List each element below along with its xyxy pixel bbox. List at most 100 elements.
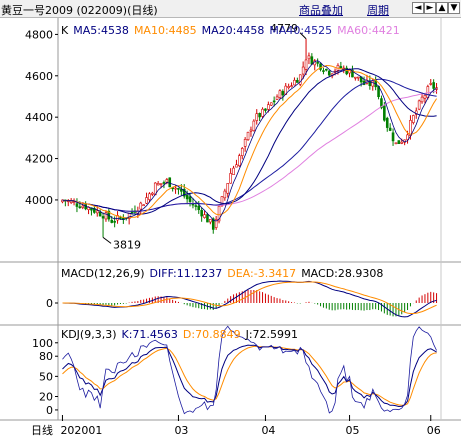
- kdj-d-line: [62, 345, 437, 406]
- candle-body: [110, 219, 114, 223]
- candle-body: [182, 188, 186, 197]
- candle-body: [371, 80, 375, 87]
- low-marker-line: [102, 236, 112, 244]
- candle-body: [235, 164, 238, 168]
- candle-body: [101, 216, 105, 219]
- candle-body: [287, 86, 290, 88]
- candle-body: [206, 214, 209, 223]
- candle-body: [246, 131, 250, 141]
- candle-body: [220, 196, 224, 207]
- candle-body: [159, 183, 163, 185]
- candle-body: [267, 104, 270, 110]
- candle-body: [409, 120, 412, 137]
- kdj-j-line: [62, 325, 437, 415]
- kdj-legend-3: J:72.5991: [245, 328, 298, 341]
- ma20-line: [62, 68, 437, 215]
- x-axis-title: 日线: [31, 423, 53, 437]
- stock-chart: 4800 4600 4400 4200 4000 4779 3819 K MA5:4538 MA1…: [0, 18, 461, 437]
- candle-body: [95, 210, 99, 214]
- arrow-right-icon[interactable]: ►: [424, 2, 436, 14]
- price-legend-ma60: MA60:4421: [337, 24, 400, 37]
- candle-body: [78, 206, 82, 209]
- candle-body: [278, 90, 282, 98]
- candle-body: [261, 108, 264, 117]
- candle-body: [426, 86, 430, 98]
- low-price-label: 3819: [113, 238, 141, 251]
- kdj-legend-0: KDJ(9,3,3): [61, 328, 117, 341]
- kdj-axis-label: 100: [32, 337, 53, 350]
- candle-body: [240, 148, 244, 156]
- arrow-up-icon[interactable]: ▲: [436, 2, 448, 14]
- candle-body: [301, 66, 305, 75]
- candle-body: [61, 199, 64, 203]
- candle-body: [269, 102, 273, 106]
- candle-body: [93, 208, 96, 213]
- candle-body: [188, 196, 192, 202]
- candle-body: [238, 155, 241, 167]
- candle-body: [145, 197, 148, 204]
- candle-body: [168, 177, 172, 188]
- kdj-axis-label: 50: [39, 370, 53, 383]
- date-label-03: 03: [174, 424, 188, 437]
- candle-body: [322, 70, 325, 72]
- macd-diff-line: [62, 280, 437, 318]
- candle-body: [397, 140, 401, 145]
- candle-body: [148, 193, 151, 200]
- candle-body: [104, 212, 108, 220]
- kdj-axis-label: 80: [39, 350, 53, 363]
- candle-body: [211, 218, 215, 230]
- candle-body: [232, 167, 235, 175]
- candle-body: [177, 188, 180, 190]
- candle-body: [203, 214, 206, 218]
- candle-body: [400, 141, 404, 144]
- candle-body: [165, 179, 169, 183]
- candle-body: [252, 120, 256, 131]
- candle-body: [394, 142, 398, 145]
- candle-body: [307, 55, 311, 60]
- candle-body: [325, 68, 328, 71]
- candle-body: [249, 129, 253, 132]
- candle-body: [380, 98, 383, 109]
- macd-axis-label: 0: [46, 297, 53, 310]
- period-link[interactable]: 周期: [367, 4, 389, 17]
- candle-body: [385, 117, 389, 128]
- price-legend-ma5: MA5:4538: [73, 24, 129, 37]
- candle-body: [354, 76, 357, 79]
- kdj-k-line: [62, 344, 437, 408]
- price-legend-ma10: MA10:4485: [134, 24, 197, 37]
- candle-body: [316, 62, 319, 64]
- candle-body: [272, 100, 276, 103]
- ma10-line: [62, 64, 438, 219]
- candle-body: [319, 63, 322, 70]
- candle-body: [194, 205, 198, 207]
- candle-body: [81, 205, 85, 208]
- candle-body: [412, 115, 415, 123]
- candle-body: [281, 91, 285, 96]
- chart-title: 黄豆一号2009 (022009)(日线): [1, 4, 158, 17]
- candle-body: [348, 69, 351, 74]
- candle-body: [423, 95, 427, 99]
- price-legend-ma20: MA20:4458: [202, 24, 265, 37]
- price-axis-label: 4400: [25, 111, 53, 124]
- price-axis-label: 4800: [25, 28, 53, 41]
- price-legend-ma40: MA40:4525: [269, 24, 332, 37]
- candle-body: [226, 183, 230, 194]
- candle-body: [264, 108, 267, 111]
- arrow-down-icon[interactable]: ▼: [448, 2, 460, 14]
- candle-body: [327, 70, 331, 76]
- candle-body: [180, 189, 183, 192]
- candle-body: [98, 211, 102, 217]
- candle-body: [72, 201, 76, 203]
- arrow-left-icon[interactable]: ◄: [412, 2, 424, 14]
- commodity-overlay-link[interactable]: 商品叠加: [299, 4, 343, 17]
- high-price-label: 4779: [270, 22, 298, 35]
- candle-body: [339, 66, 343, 69]
- date-label-04: 04: [261, 424, 275, 437]
- candle-body: [151, 192, 154, 195]
- candle-body: [243, 139, 247, 147]
- ma60-line: [62, 91, 437, 212]
- macd-legend-1: DIFF:11.1237: [150, 267, 223, 280]
- candle-body: [420, 96, 424, 103]
- candle-body: [119, 217, 122, 219]
- candle-body: [214, 219, 218, 228]
